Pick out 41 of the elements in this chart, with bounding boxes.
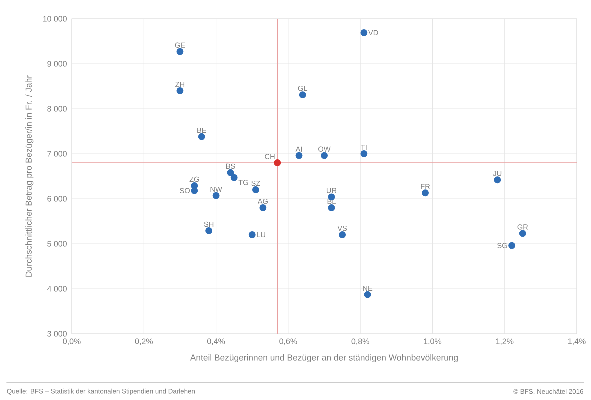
point [274,160,282,166]
y-tick-label: 6 000 [48,196,67,202]
point [198,133,206,140]
point [176,88,184,94]
x-tick-label: 0,4% [207,338,226,346]
x-tick-label: 0,8% [352,338,370,346]
point [227,169,234,176]
x-tick-label: 1,2% [496,338,514,346]
point [230,174,238,182]
point [360,29,368,36]
y-axis-title: Durchschnittlicher Betrag pro Bezüger/in in Fr. / Jahr [26,76,34,277]
y-tick-label: 10 000 [43,16,67,22]
point [508,242,516,250]
point [248,232,256,238]
y-tick-label: 5 000 [48,241,67,247]
point [252,186,260,194]
x-tick-label: 1,4% [568,338,586,346]
point [360,150,368,158]
point [494,176,502,184]
point [328,204,336,212]
x-axis-title: Anteil Bezügerinnen und Bezüger an der ständigen Wohnbevölkerung [190,354,458,363]
point [364,291,372,298]
point [206,227,213,234]
point [296,152,303,160]
x-tick-label: 1,0% [424,338,442,346]
point [321,152,328,160]
y-tick-label: 9 000 [48,61,67,67]
point [212,192,220,200]
point [299,92,306,99]
point [339,232,346,238]
point [176,48,184,56]
x-tick-label: 0,6% [280,338,298,346]
x-tick-label: 0,2% [135,338,153,346]
y-tick-label: 3 000 [48,331,67,337]
y-tick-label: 7 000 [48,151,67,157]
point [260,204,267,212]
point [422,190,429,197]
y-tick-label: 8 000 [48,106,67,112]
y-tick-label: 4 000 [47,286,67,292]
x-tick-label: 0,0% [63,338,81,346]
point [519,230,526,238]
